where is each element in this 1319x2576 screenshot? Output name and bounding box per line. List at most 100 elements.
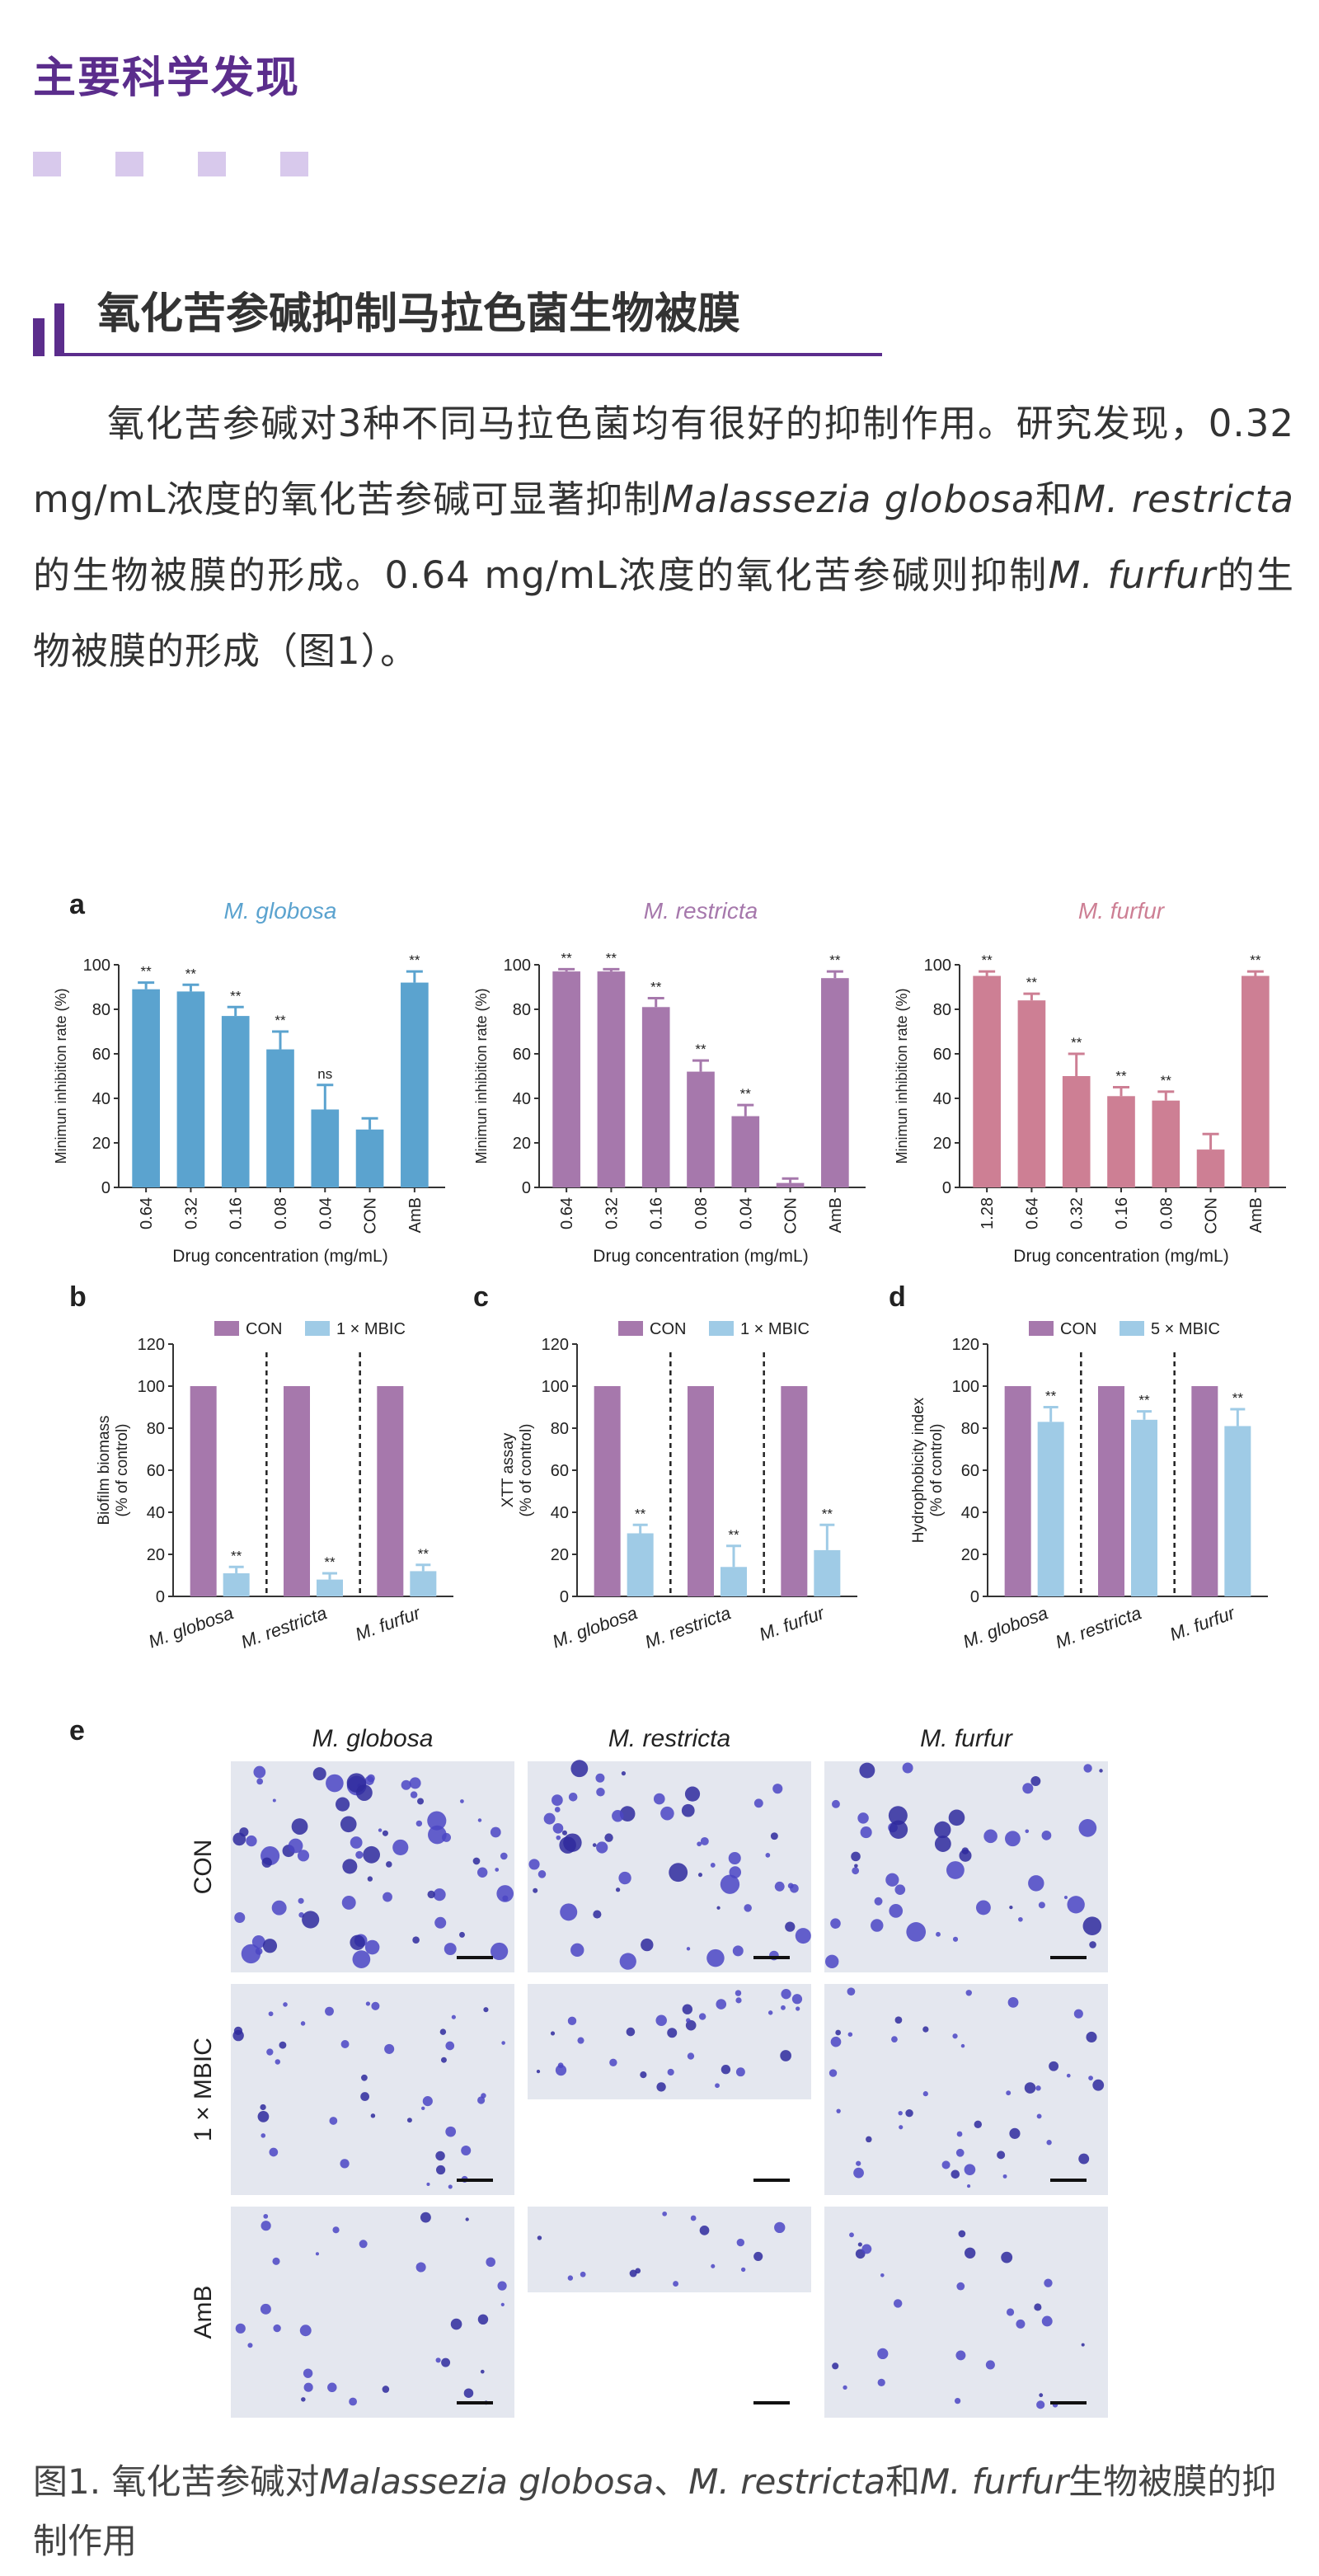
significance-label: **	[1250, 952, 1261, 968]
stain-blot	[936, 1931, 941, 1937]
y-tick-label: 100	[542, 1378, 569, 1396]
stain-blot	[711, 2263, 716, 2268]
row-label: CON	[190, 1840, 217, 1895]
stain-blot	[303, 2382, 313, 2392]
stain-blot	[1046, 2140, 1052, 2146]
significance-label: **	[1026, 975, 1038, 990]
micrograph-image	[231, 2207, 514, 2418]
bar	[687, 1071, 715, 1187]
significance-label: **	[606, 950, 617, 966]
stain-blot	[440, 2057, 447, 2063]
stain-blot	[796, 2006, 800, 2011]
stain-blot	[302, 1911, 320, 1929]
y-axis-label: (% of control)	[518, 1424, 535, 1517]
stain-blot	[894, 1884, 906, 1895]
stain-blot	[721, 2065, 731, 2075]
x-tick-label: 0.04	[317, 1197, 335, 1229]
y-tick-label: 40	[551, 1504, 569, 1522]
stain-blot	[1005, 1831, 1021, 1847]
panel-letter: a	[69, 889, 86, 920]
stain-blot	[1036, 2400, 1045, 2409]
stain-blot	[1092, 2079, 1105, 2091]
bar	[552, 971, 580, 1187]
x-tick-label: 0.16	[228, 1197, 246, 1229]
bar	[1242, 975, 1270, 1187]
stain-blot	[1041, 1830, 1052, 1840]
stain-blot	[857, 2242, 862, 2247]
stain-blot	[595, 1773, 605, 1783]
significance-label: **	[561, 950, 573, 966]
square-deco	[115, 152, 143, 176]
x-tick-label: M. globosa	[146, 1602, 237, 1652]
stain-blot	[554, 1807, 561, 1812]
y-axis-label: Hydrophobicity index	[910, 1397, 927, 1543]
stain-blot	[774, 1881, 785, 1892]
stain-blot	[502, 1895, 509, 1901]
stain-blot	[686, 2018, 691, 2023]
stain-blot	[261, 2133, 266, 2138]
stain-blot	[772, 1784, 783, 1794]
stain-blot	[684, 1786, 701, 1802]
stain-blot	[350, 1934, 365, 1951]
stain-blot	[787, 1883, 794, 1889]
stain-blot	[922, 2026, 929, 2033]
stain-blot	[857, 1812, 869, 1824]
x-tick-label: CON	[362, 1197, 380, 1234]
stain-blot	[1083, 1764, 1092, 1773]
significance-label: **	[141, 964, 153, 980]
significance-label: **	[822, 1506, 833, 1521]
y-tick-label: 0	[560, 1588, 569, 1606]
bar	[597, 971, 626, 1187]
bar	[973, 975, 1001, 1187]
stain-blot	[341, 1895, 356, 1910]
stain-blot	[241, 1944, 261, 1964]
y-tick-label: 80	[92, 1001, 110, 1019]
x-tick-label: CON	[1203, 1197, 1221, 1234]
stain-blot	[753, 2251, 763, 2261]
stain-blot	[232, 1832, 246, 1846]
stain-blot	[444, 1943, 457, 1955]
stain-blot	[537, 2235, 542, 2240]
stain-blot	[1016, 2319, 1026, 2329]
column-label: M. restricta	[608, 1725, 730, 1752]
stain-blot	[392, 1839, 409, 1856]
x-tick-label: 1.28	[979, 1197, 997, 1229]
stain-blot	[902, 1762, 913, 1774]
stain-blot	[301, 2397, 306, 2402]
square-deco	[280, 152, 308, 176]
caption-text-2: 、	[654, 2461, 689, 2502]
stain-blot	[401, 1779, 411, 1790]
stain-blot	[570, 1760, 589, 1778]
body-text-1: 氧化苦参碱对3种不同马拉色菌均有很好的抑制作用。研究发现，0.32 mg/mL浓…	[33, 402, 1294, 521]
stain-blot	[861, 2244, 872, 2254]
stain-blot	[299, 2325, 312, 2337]
stain-blot	[536, 2070, 541, 2074]
stain-blot	[604, 1833, 613, 1842]
bar	[1196, 1149, 1225, 1187]
stain-blot	[877, 2348, 889, 2360]
stain-blot	[596, 1841, 608, 1854]
stain-blot	[417, 1798, 425, 1805]
stain-blot	[849, 2232, 854, 2238]
stain-blot	[781, 2005, 786, 2010]
stain-blot	[441, 2357, 451, 2367]
stain-blot	[497, 2281, 507, 2291]
stain-blot	[570, 1943, 584, 1958]
significance-label: **	[230, 988, 242, 1004]
stain-blot	[956, 2282, 965, 2291]
panel-bcd-charts: b CON 1 × MBIC 0 20 40 60 80 100 120 Biofilm bioma…	[69, 1281, 1268, 1652]
square-deco	[198, 152, 226, 176]
stain-blot	[824, 1954, 839, 1969]
stain-blot	[955, 2350, 966, 2361]
stain-blot	[410, 1791, 418, 1798]
stain-blot	[550, 2031, 556, 2036]
stain-blot	[1002, 2174, 1007, 2179]
species-name: M. restricta	[688, 2461, 885, 2502]
stain-blot	[435, 2357, 441, 2363]
species-name: Malassezia globosa	[319, 2461, 655, 2502]
stain-blot	[272, 2257, 280, 2265]
stain-blot	[985, 2360, 995, 2370]
subtitle-underline	[64, 353, 882, 356]
bar	[410, 1571, 437, 1596]
